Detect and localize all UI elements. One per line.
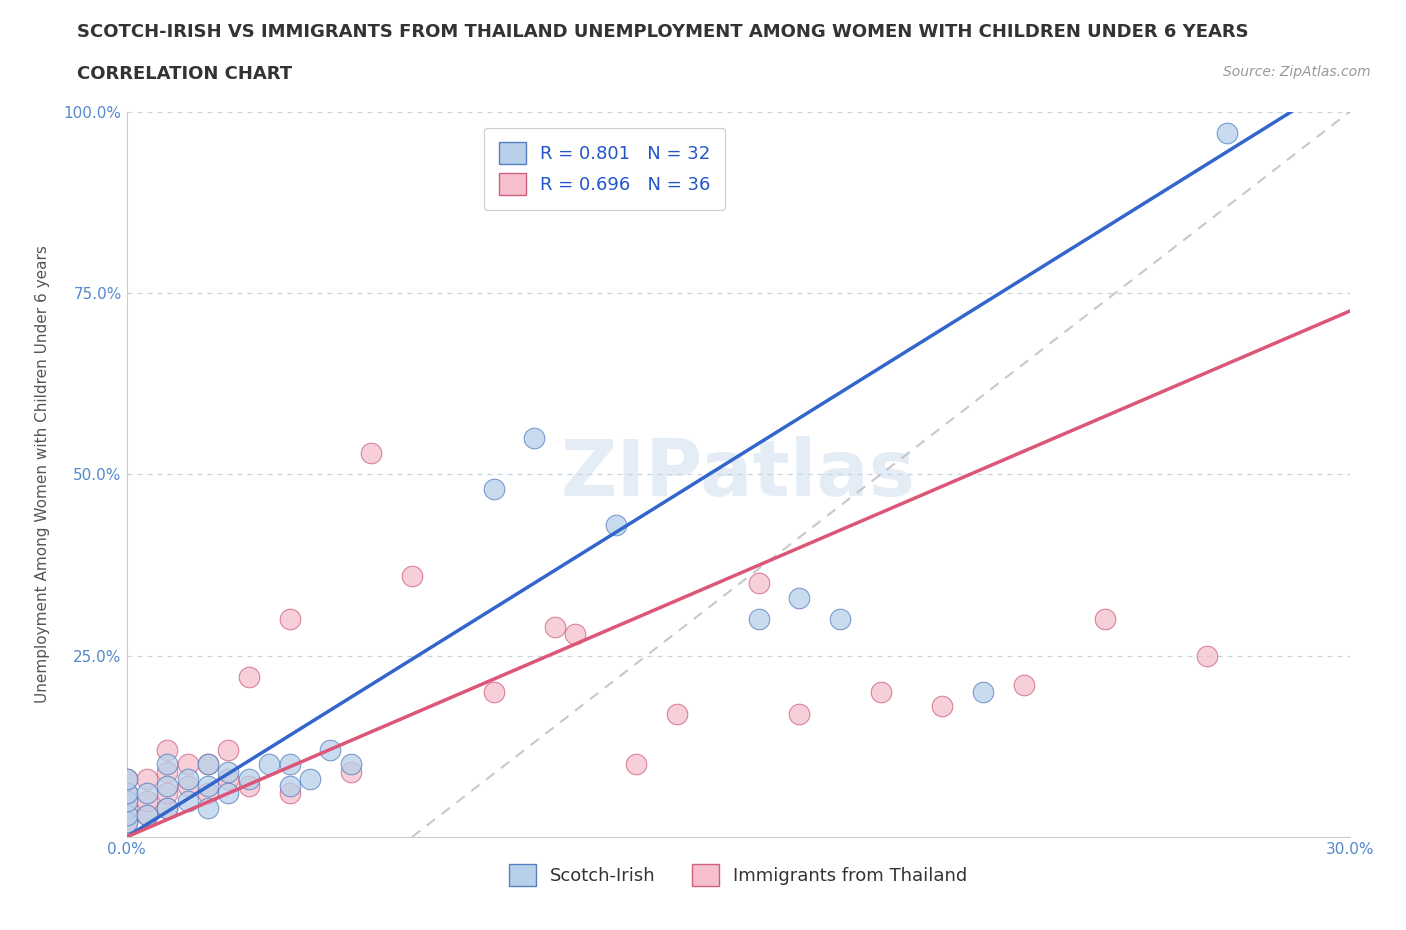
Point <box>217 742 239 757</box>
Point <box>828 612 851 627</box>
Point <box>238 778 260 793</box>
Point <box>135 772 157 787</box>
Point <box>177 772 200 787</box>
Point <box>197 757 219 772</box>
Point <box>115 815 138 830</box>
Point <box>197 757 219 772</box>
Point <box>135 793 157 808</box>
Point <box>135 808 157 823</box>
Point <box>401 568 423 583</box>
Point <box>340 757 363 772</box>
Point <box>1195 648 1218 663</box>
Y-axis label: Unemployment Among Women with Children Under 6 years: Unemployment Among Women with Children U… <box>35 246 49 703</box>
Point <box>278 778 301 793</box>
Point <box>217 786 239 801</box>
Text: Source: ZipAtlas.com: Source: ZipAtlas.com <box>1223 65 1371 79</box>
Text: ZIPatlas: ZIPatlas <box>561 436 915 512</box>
Point <box>156 801 179 816</box>
Point <box>197 778 219 793</box>
Point <box>115 793 138 808</box>
Point <box>605 518 627 533</box>
Point <box>787 706 810 721</box>
Point <box>177 793 200 808</box>
Point <box>564 627 586 642</box>
Point <box>278 757 301 772</box>
Point <box>278 786 301 801</box>
Point <box>115 801 138 816</box>
Point <box>299 772 322 787</box>
Point <box>135 786 157 801</box>
Point <box>238 670 260 684</box>
Point <box>197 801 219 816</box>
Point <box>319 742 342 757</box>
Point <box>626 757 648 772</box>
Point <box>115 786 138 801</box>
Point <box>115 786 138 801</box>
Point <box>931 699 953 714</box>
Point <box>340 764 363 779</box>
Point <box>482 482 505 497</box>
Point <box>115 772 138 787</box>
Point <box>217 764 239 779</box>
Point <box>748 576 770 591</box>
Point <box>1012 677 1035 692</box>
Point <box>156 757 179 772</box>
Point <box>156 778 179 793</box>
Text: SCOTCH-IRISH VS IMMIGRANTS FROM THAILAND UNEMPLOYMENT AMONG WOMEN WITH CHILDREN : SCOTCH-IRISH VS IMMIGRANTS FROM THAILAND… <box>77 23 1249 41</box>
Text: CORRELATION CHART: CORRELATION CHART <box>77 65 292 83</box>
Point <box>278 612 301 627</box>
Point <box>156 786 179 801</box>
Point <box>156 764 179 779</box>
Point <box>197 786 219 801</box>
Point <box>115 772 138 787</box>
Point <box>156 742 179 757</box>
Point <box>177 778 200 793</box>
Point <box>177 757 200 772</box>
Point <box>238 772 260 787</box>
Point <box>135 808 157 823</box>
Legend: Scotch-Irish, Immigrants from Thailand: Scotch-Irish, Immigrants from Thailand <box>502 857 974 893</box>
Point <box>748 612 770 627</box>
Point <box>115 808 138 823</box>
Point <box>217 772 239 787</box>
Point <box>666 706 689 721</box>
Point <box>869 684 891 699</box>
Point <box>1216 126 1239 140</box>
Point <box>156 801 179 816</box>
Point <box>972 684 994 699</box>
Point <box>482 684 505 699</box>
Point <box>523 431 546 445</box>
Point <box>259 757 281 772</box>
Point <box>115 815 138 830</box>
Point <box>543 619 565 634</box>
Point <box>1094 612 1116 627</box>
Point <box>787 591 810 605</box>
Point <box>360 445 382 460</box>
